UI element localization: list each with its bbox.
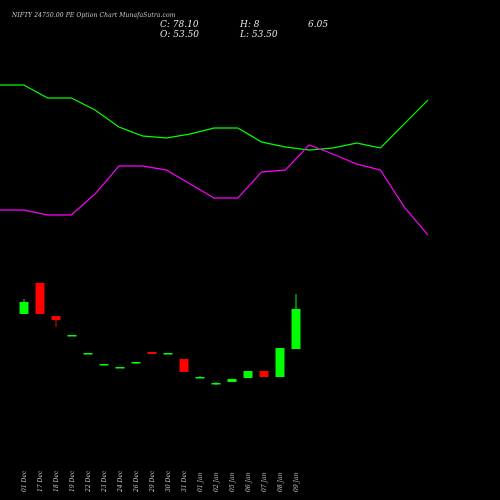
x-tick-label: 02 Jan xyxy=(213,472,220,492)
x-tick-label: 23 Dec xyxy=(101,470,108,493)
x-tick-label: 01 Jan xyxy=(197,472,204,492)
x-tick-label: 05 Jan xyxy=(229,472,236,492)
candle-body xyxy=(211,383,221,385)
candle-body xyxy=(291,309,301,349)
candle-body xyxy=(163,353,173,355)
candle-body xyxy=(19,302,29,314)
candle-body xyxy=(51,316,61,320)
candle-body xyxy=(195,377,205,379)
candle-body xyxy=(83,353,93,355)
candle-body xyxy=(227,379,237,382)
x-tick-label: 19 Dec xyxy=(69,470,76,492)
x-tick-label: 22 Dec xyxy=(85,470,92,493)
candle-body xyxy=(35,283,45,314)
x-tick-label: 08 Jan xyxy=(277,472,284,492)
candle-body xyxy=(147,352,157,354)
x-tick-label: 30 Dec xyxy=(165,470,172,492)
indicator-line-2 xyxy=(0,144,429,236)
x-tick-label: 24 Dec xyxy=(117,470,124,493)
x-tick-label: 07 Jan xyxy=(261,472,268,492)
x-tick-label: 18 Dec xyxy=(53,470,60,492)
change-value: 6.05 xyxy=(308,20,329,30)
x-tick-label: 31 Dec xyxy=(181,470,188,492)
close-value: C: 78.10 xyxy=(160,20,199,30)
candle-body xyxy=(259,371,269,377)
candle-body xyxy=(275,348,285,377)
candle-body xyxy=(179,359,189,372)
x-tick-label: 01 Dec xyxy=(21,470,28,492)
indicator-line-1 xyxy=(0,84,429,151)
chart-title: NIFTY 24750.00 PE Option Chart MunafaSut… xyxy=(12,12,176,19)
high-value: H: 8 xyxy=(240,20,260,30)
candle-body xyxy=(131,362,141,364)
open-value: O: 53.50 xyxy=(160,30,200,40)
x-tick-label: 26 Dec xyxy=(133,470,140,493)
x-tick-label: 09 Jan xyxy=(293,472,300,492)
candle-body xyxy=(243,371,253,378)
x-tick-label: 06 Jan xyxy=(245,472,252,492)
candle-body xyxy=(67,335,77,337)
x-tick-label: 17 Dec xyxy=(37,470,44,492)
candle-body xyxy=(115,367,125,369)
x-tick-label: 29 Dec xyxy=(149,470,156,493)
low-value: L: 53.50 xyxy=(240,30,278,40)
candle-body xyxy=(99,364,109,366)
